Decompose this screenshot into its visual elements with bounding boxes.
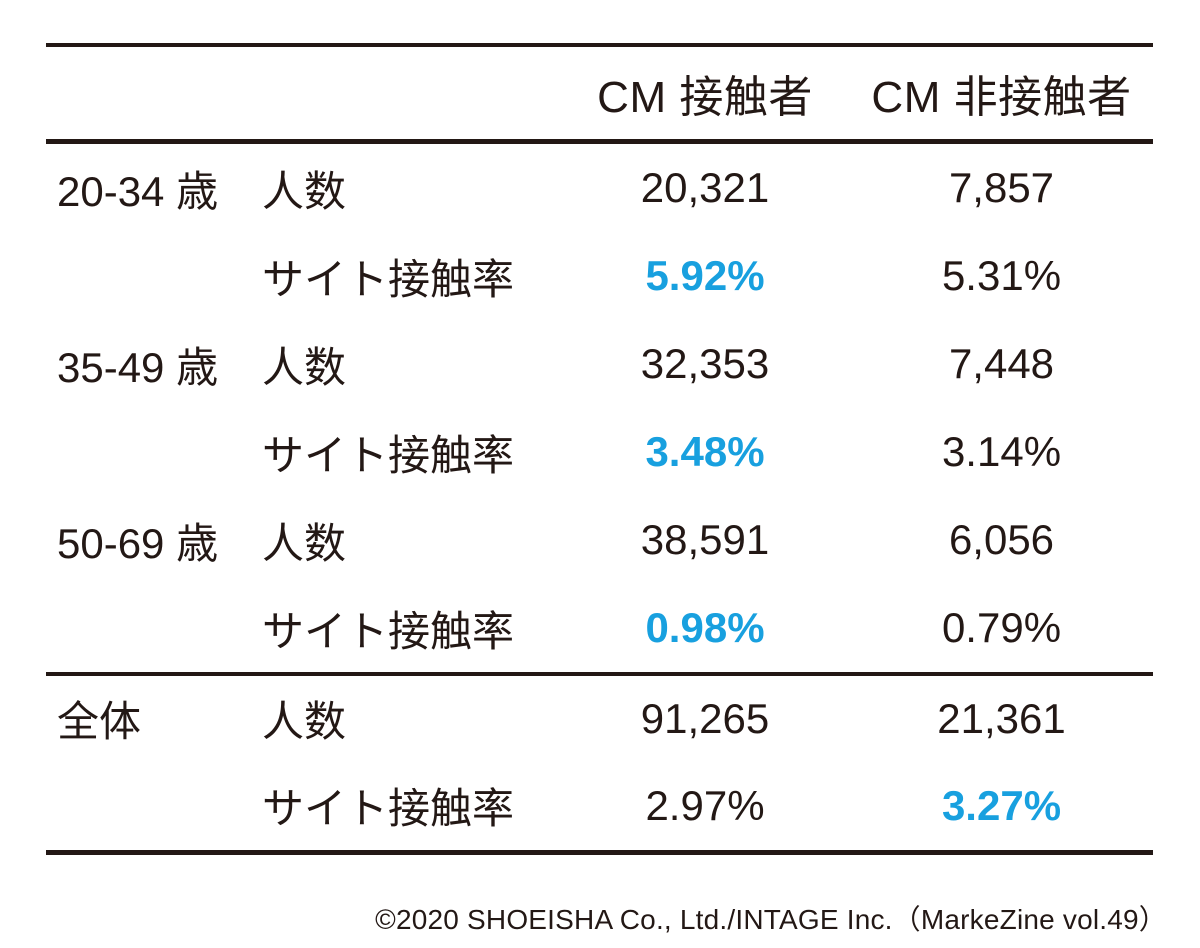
cm-exposed-value: 5.92% xyxy=(645,252,765,299)
table-row: 35-49 歳 人数 32,353 7,448 xyxy=(46,320,1153,408)
metric-label: 人数 xyxy=(262,167,347,215)
cm-unexposed-value: 7,857 xyxy=(948,164,1055,211)
age-group-label: 50-69 歳 xyxy=(57,519,219,567)
copyright-credit: ©2020 SHOEISHA Co., Ltd./INTAGE Inc.（Mar… xyxy=(375,904,1167,935)
cm-unexposed-value: 21,361 xyxy=(937,694,1066,742)
metric-label: 人数 xyxy=(262,519,347,567)
cm-unexposed-value: 6,056 xyxy=(948,516,1055,563)
table-row: サイト接触率 5.92% 5.31% xyxy=(46,232,1153,320)
table-row-total: サイト接触率 2.97% 3.27% xyxy=(46,761,1153,850)
metric-label: 人数 xyxy=(262,343,347,391)
age-group-label: 20-34 歳 xyxy=(57,167,219,215)
cm-exposed-value: 91,265 xyxy=(640,694,770,742)
table-row: 50-69 歳 人数 38,591 6,056 xyxy=(46,496,1153,584)
cm-exposed-value: 3.48% xyxy=(645,428,765,475)
metric-label: サイト接触率 xyxy=(262,431,515,479)
metric-label: サイト接触率 xyxy=(262,607,515,655)
table-row: サイト接触率 3.48% 3.14% xyxy=(46,408,1153,496)
cm-unexposed-value: 5.31% xyxy=(941,252,1062,299)
age-group-label: 35-49 歳 xyxy=(57,343,219,391)
cm-exposed-value: 20,321 xyxy=(640,164,770,211)
cm-exposed-value: 0.98% xyxy=(645,604,765,651)
cm-unexposed-value: 0.79% xyxy=(941,604,1062,651)
cm-unexposed-value: 3.14% xyxy=(941,428,1062,475)
cm-unexposed-value: 3.27% xyxy=(941,781,1062,829)
table-row: 20-34 歳 人数 20,321 7,857 xyxy=(46,144,1153,232)
cm-exposed-value: 38,591 xyxy=(640,516,770,563)
data-table: CM 接触者 CM 非接触者 20-34 歳 人数 20,321 7,857 サ… xyxy=(46,43,1153,855)
cm-exposed-value: 32,353 xyxy=(640,340,770,387)
column-header-cm-unexposed: CM 非接触者 xyxy=(871,73,1132,122)
cm-exposed-value: 2.97% xyxy=(645,781,765,829)
table-header-row: CM 接触者 CM 非接触者 xyxy=(46,47,1153,144)
metric-label: サイト接触率 xyxy=(262,785,515,832)
metric-label: 人数 xyxy=(262,698,347,745)
age-group-label: 全体 xyxy=(57,698,142,745)
table-row-total: 全体 人数 91,265 21,361 xyxy=(46,672,1153,761)
column-header-cm-exposed: CM 接触者 xyxy=(597,73,813,122)
table-row: サイト接触率 0.98% 0.79% xyxy=(46,584,1153,672)
cm-unexposed-value: 7,448 xyxy=(948,340,1055,387)
metric-label: サイト接触率 xyxy=(262,255,515,303)
